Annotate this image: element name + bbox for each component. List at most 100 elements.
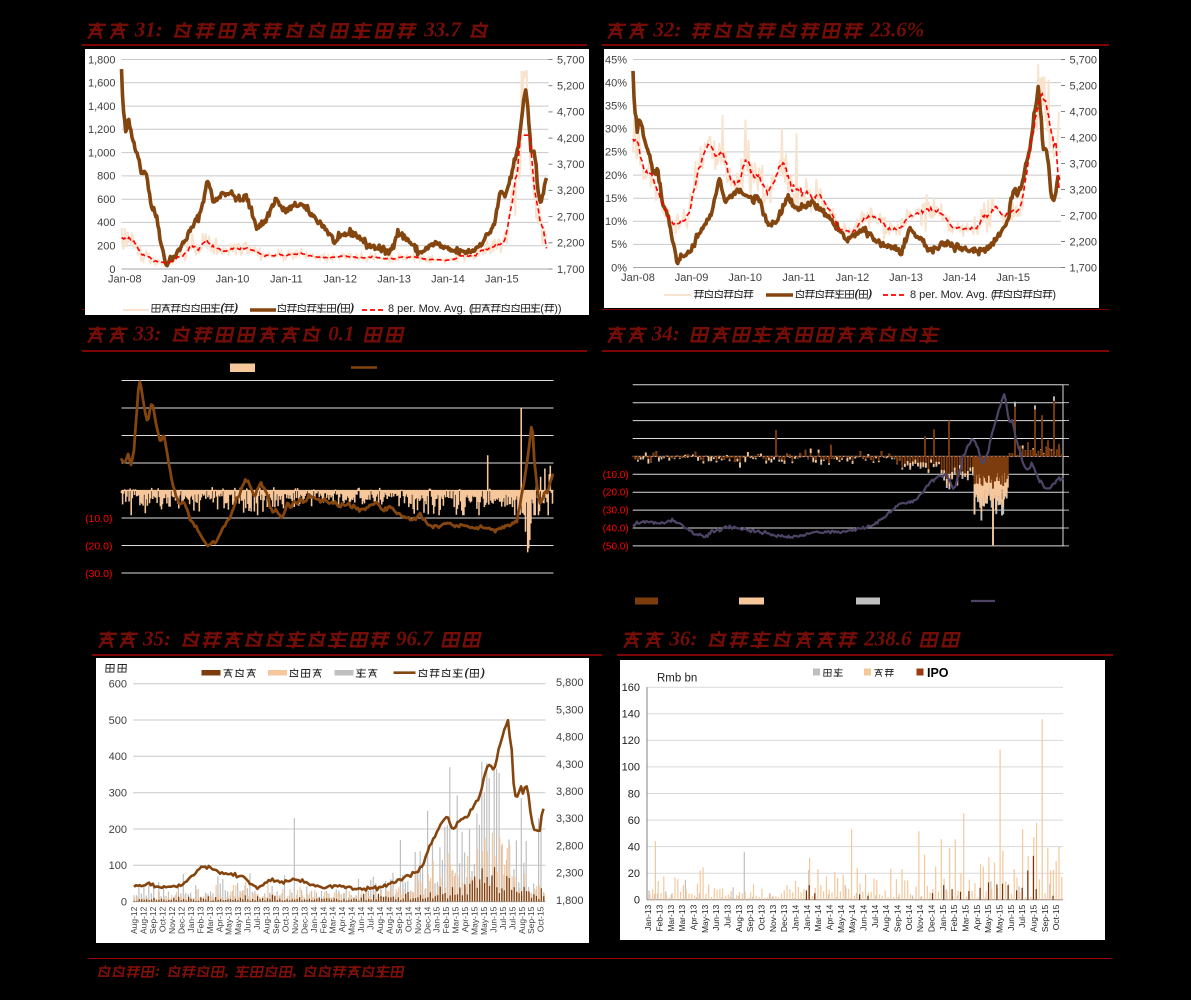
- svg-text:(10.0): (10.0): [603, 470, 629, 481]
- svg-text:45%: 45%: [605, 54, 627, 66]
- svg-text:): ): [867, 286, 872, 300]
- svg-text:Jan-13: Jan-13: [889, 272, 923, 284]
- svg-text:5,300: 5,300: [556, 704, 584, 716]
- svg-text:600: 600: [97, 194, 115, 206]
- svg-text:Mar-15: Mar-15: [451, 906, 461, 933]
- svg-text::: :: [155, 962, 160, 980]
- svg-text:3,200: 3,200: [1070, 184, 1098, 196]
- svg-text:Jan-08: Jan-08: [107, 273, 141, 285]
- svg-text:3,200: 3,200: [557, 185, 585, 197]
- svg-text:May-13: May-13: [224, 906, 234, 935]
- svg-text:Jul-13: Jul-13: [252, 906, 262, 929]
- svg-text:10%: 10%: [605, 216, 627, 228]
- svg-text:May-13: May-13: [233, 906, 243, 935]
- svg-text:(20.0): (20.0): [85, 540, 112, 552]
- svg-text:): ): [1052, 289, 1056, 301]
- svg-text:Jul-15: Jul-15: [498, 906, 508, 929]
- svg-text:Apr-14: Apr-14: [825, 904, 835, 930]
- svg-text:20: 20: [628, 868, 640, 880]
- svg-text:Jan-14: Jan-14: [943, 272, 977, 284]
- svg-text:Jun-14: Jun-14: [356, 906, 366, 932]
- svg-text:Dec-13: Dec-13: [779, 904, 789, 932]
- svg-text:Jan-13: Jan-13: [377, 273, 411, 285]
- svg-text:31:: 31:: [134, 17, 163, 41]
- svg-text:2,300: 2,300: [556, 868, 584, 880]
- svg-text:35:: 35:: [142, 626, 171, 650]
- svg-text:1,700: 1,700: [557, 263, 585, 275]
- svg-text:1,000: 1,000: [87, 147, 115, 159]
- svg-text:8 per. Mov. Avg. (: 8 per. Mov. Avg. (: [910, 289, 995, 301]
- svg-text:Mar-13: Mar-13: [677, 904, 687, 931]
- svg-text:Feb-15: Feb-15: [441, 906, 451, 933]
- svg-text:120: 120: [622, 735, 640, 747]
- svg-text:60: 60: [628, 814, 640, 826]
- svg-text:May-14: May-14: [347, 906, 357, 935]
- svg-text:Jan-15: Jan-15: [484, 273, 518, 285]
- svg-text:Jun-13: Jun-13: [711, 904, 721, 930]
- svg-text:Jun-13: Jun-13: [243, 906, 253, 932]
- svg-text:25%: 25%: [605, 146, 627, 158]
- svg-text:Apr-14: Apr-14: [337, 906, 347, 932]
- svg-text:3,700: 3,700: [1070, 158, 1098, 170]
- svg-text:40: 40: [628, 841, 640, 853]
- svg-text:IPO: IPO: [927, 666, 949, 680]
- svg-text:Sep-13: Sep-13: [745, 904, 755, 932]
- svg-text:,: ,: [292, 962, 297, 980]
- svg-text:Apr-13: Apr-13: [689, 904, 699, 930]
- svg-text:Aug-12: Aug-12: [129, 906, 139, 934]
- svg-text:Apr-13: Apr-13: [214, 906, 224, 932]
- svg-text:Sep-12: Sep-12: [148, 906, 158, 934]
- svg-text:Feb-14: Feb-14: [318, 906, 328, 933]
- svg-text:4,700: 4,700: [1070, 106, 1098, 118]
- svg-text:32:: 32:: [652, 17, 681, 41]
- svg-text:23.6%: 23.6%: [869, 17, 924, 41]
- svg-text:2,800: 2,800: [556, 840, 584, 852]
- svg-text:Jan-14: Jan-14: [802, 904, 812, 930]
- svg-text:Aug-12: Aug-12: [139, 906, 149, 934]
- svg-text:Jan-12: Jan-12: [323, 273, 357, 285]
- svg-text:Jan-09: Jan-09: [161, 273, 195, 285]
- svg-text:1,800: 1,800: [556, 895, 584, 907]
- svg-text:4,700: 4,700: [557, 106, 585, 118]
- svg-text:5%: 5%: [611, 239, 627, 251]
- svg-text:Sep-13: Sep-13: [271, 906, 281, 934]
- svg-text:Nov-14: Nov-14: [915, 904, 925, 932]
- svg-text:Jan-10: Jan-10: [728, 272, 762, 284]
- svg-text:Dec-12: Dec-12: [177, 906, 187, 934]
- svg-text:Jul-15: Jul-15: [507, 906, 517, 929]
- svg-text:Jan-14: Jan-14: [431, 273, 465, 285]
- svg-text:): ): [233, 301, 238, 315]
- svg-text:Jan-14: Jan-14: [309, 906, 319, 932]
- svg-text:Jan-13: Jan-13: [186, 906, 196, 932]
- svg-text:2,200: 2,200: [557, 237, 585, 249]
- svg-text:Aug-14: Aug-14: [384, 906, 394, 934]
- svg-text:Mar-14: Mar-14: [328, 906, 338, 933]
- svg-text:Jan-15: Jan-15: [432, 906, 442, 932]
- svg-text:1,200: 1,200: [87, 124, 115, 136]
- svg-text:May-14: May-14: [836, 904, 846, 933]
- svg-text:800: 800: [97, 170, 115, 182]
- svg-text:(: (: [540, 303, 544, 315]
- svg-text:Jul-13: Jul-13: [723, 904, 733, 927]
- svg-text:0%: 0%: [611, 262, 627, 274]
- svg-text:Jan-10: Jan-10: [215, 273, 249, 285]
- svg-text:33.7: 33.7: [423, 17, 462, 41]
- svg-text:Feb-13: Feb-13: [655, 904, 665, 931]
- svg-text:Apr-15: Apr-15: [460, 906, 470, 932]
- svg-text:96.7: 96.7: [396, 626, 434, 650]
- svg-text:Aug-15: Aug-15: [1029, 904, 1039, 932]
- svg-text:4,200: 4,200: [557, 132, 585, 144]
- svg-text:20%: 20%: [605, 169, 627, 181]
- svg-text:(: (: [854, 286, 859, 300]
- svg-text:Jul-15: Jul-15: [1017, 904, 1027, 927]
- svg-text:100: 100: [109, 860, 127, 872]
- svg-text:(: (: [336, 301, 341, 315]
- svg-text:Sep-15: Sep-15: [1040, 904, 1050, 932]
- svg-text:3,700: 3,700: [557, 159, 585, 171]
- svg-text:May-15: May-15: [983, 904, 993, 933]
- svg-text:Jan-13: Jan-13: [643, 904, 653, 930]
- svg-text:0: 0: [121, 896, 127, 908]
- svg-text:Oct-13: Oct-13: [281, 906, 291, 932]
- svg-text:Oct-15: Oct-15: [1051, 904, 1061, 930]
- svg-text:May-15: May-15: [479, 906, 489, 935]
